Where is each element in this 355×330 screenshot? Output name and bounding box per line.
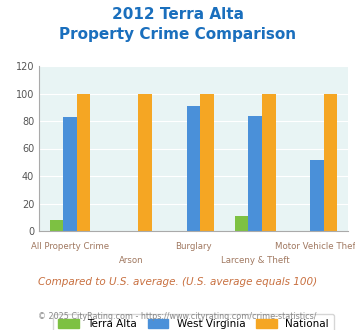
- Bar: [187, 106, 200, 231]
- Text: 2012 Terra Alta: 2012 Terra Alta: [111, 7, 244, 22]
- Legend: Terra Alta, West Virginia, National: Terra Alta, West Virginia, National: [53, 314, 334, 330]
- Text: All Property Crime: All Property Crime: [31, 242, 109, 251]
- Bar: [310, 159, 324, 231]
- Bar: [200, 93, 214, 231]
- Bar: [235, 216, 248, 231]
- Text: © 2025 CityRating.com - https://www.cityrating.com/crime-statistics/: © 2025 CityRating.com - https://www.city…: [38, 312, 317, 321]
- Text: Larceny & Theft: Larceny & Theft: [221, 256, 290, 265]
- Text: Burglary: Burglary: [175, 242, 212, 251]
- Text: Property Crime Comparison: Property Crime Comparison: [59, 27, 296, 42]
- Text: Compared to U.S. average. (U.S. average equals 100): Compared to U.S. average. (U.S. average …: [38, 277, 317, 287]
- Text: Arson: Arson: [119, 256, 144, 265]
- Text: Motor Vehicle Theft: Motor Vehicle Theft: [275, 242, 355, 251]
- Bar: [138, 93, 152, 231]
- Bar: [324, 93, 337, 231]
- Bar: [248, 115, 262, 231]
- Bar: [262, 93, 275, 231]
- Bar: [63, 117, 77, 231]
- Bar: [50, 220, 63, 231]
- Bar: [77, 93, 90, 231]
